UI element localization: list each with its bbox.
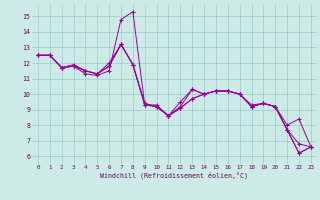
X-axis label: Windchill (Refroidissement éolien,°C): Windchill (Refroidissement éolien,°C) [100,172,248,179]
